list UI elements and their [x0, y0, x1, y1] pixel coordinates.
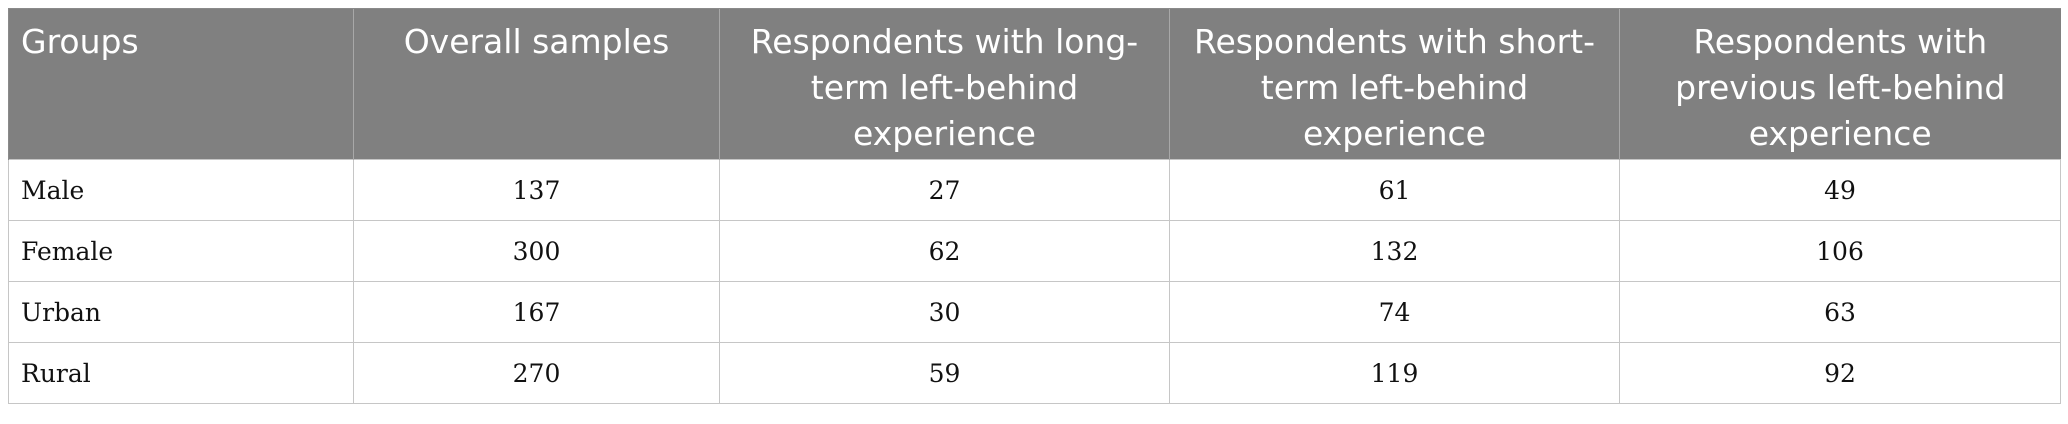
table-row: Urban 167 30 74 63 — [8, 281, 2061, 343]
cell-long-term: 59 — [719, 342, 1170, 404]
header-row: Groups Overall samples Respondents with … — [8, 8, 2061, 160]
table-row: Rural 270 59 119 92 — [8, 342, 2061, 404]
table-row: Male 137 27 61 49 — [8, 159, 2061, 221]
header-short-term: Respondents with short-term left-behind … — [1169, 8, 1620, 160]
data-table-container: Groups Overall samples Respondents with … — [8, 8, 2061, 404]
cell-overall: 137 — [353, 159, 720, 221]
cell-group: Male — [8, 159, 354, 221]
table-body: Male 137 27 61 49 Female 300 62 132 106 … — [8, 159, 2061, 404]
table-header: Groups Overall samples Respondents with … — [8, 8, 2061, 160]
cell-long-term: 62 — [719, 220, 1170, 282]
cell-long-term: 27 — [719, 159, 1170, 221]
header-previous: Respondents with previous left-behind ex… — [1619, 8, 2061, 160]
cell-group: Female — [8, 220, 354, 282]
cell-previous: 49 — [1619, 159, 2061, 221]
cell-short-term: 119 — [1169, 342, 1620, 404]
cell-previous: 63 — [1619, 281, 2061, 343]
cell-previous: 92 — [1619, 342, 2061, 404]
cell-overall: 300 — [353, 220, 720, 282]
header-groups: Groups — [8, 8, 354, 160]
cell-group: Urban — [8, 281, 354, 343]
cell-short-term: 74 — [1169, 281, 1620, 343]
cell-long-term: 30 — [719, 281, 1170, 343]
cell-short-term: 61 — [1169, 159, 1620, 221]
cell-overall: 270 — [353, 342, 720, 404]
data-table: Groups Overall samples Respondents with … — [8, 8, 2061, 404]
cell-overall: 167 — [353, 281, 720, 343]
table-row: Female 300 62 132 106 — [8, 220, 2061, 282]
header-overall-samples: Overall samples — [353, 8, 720, 160]
header-long-term: Respondents with long-term left-behind e… — [719, 8, 1170, 160]
cell-short-term: 132 — [1169, 220, 1620, 282]
cell-previous: 106 — [1619, 220, 2061, 282]
cell-group: Rural — [8, 342, 354, 404]
